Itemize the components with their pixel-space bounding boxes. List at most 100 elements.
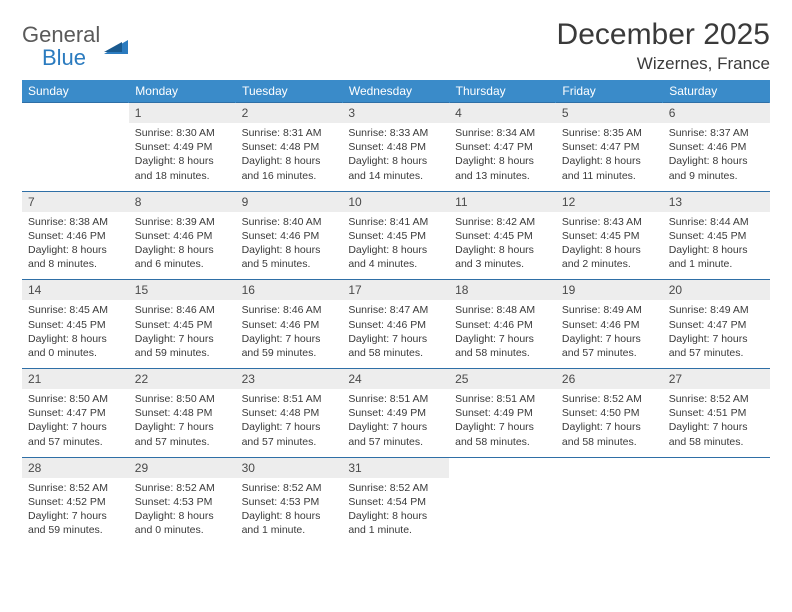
day-number: 15: [129, 280, 236, 301]
day-data-row: Sunrise: 8:45 AMSunset: 4:45 PMDaylight:…: [22, 300, 770, 368]
day-cell: Sunrise: 8:46 AMSunset: 4:45 PMDaylight:…: [129, 300, 236, 368]
day-number: 1: [129, 103, 236, 124]
day-data-row: Sunrise: 8:52 AMSunset: 4:52 PMDaylight:…: [22, 478, 770, 546]
day-cell: Sunrise: 8:50 AMSunset: 4:47 PMDaylight:…: [22, 389, 129, 457]
day-number: 4: [449, 103, 556, 124]
day-data-row: Sunrise: 8:30 AMSunset: 4:49 PMDaylight:…: [22, 123, 770, 191]
day-cell: Sunrise: 8:39 AMSunset: 4:46 PMDaylight:…: [129, 212, 236, 280]
day-number: 16: [236, 280, 343, 301]
location: Wizernes, France: [557, 54, 770, 74]
day-cell: Sunrise: 8:48 AMSunset: 4:46 PMDaylight:…: [449, 300, 556, 368]
day-number: 12: [556, 191, 663, 212]
day-cell: Sunrise: 8:51 AMSunset: 4:48 PMDaylight:…: [236, 389, 343, 457]
day-number-row: 28293031: [22, 457, 770, 478]
day-number: 30: [236, 457, 343, 478]
day-cell: Sunrise: 8:52 AMSunset: 4:53 PMDaylight:…: [129, 478, 236, 546]
calendar-body: 123456Sunrise: 8:30 AMSunset: 4:49 PMDay…: [22, 103, 770, 546]
day-data-blank: [22, 123, 129, 191]
day-cell: Sunrise: 8:46 AMSunset: 4:46 PMDaylight:…: [236, 300, 343, 368]
day-number-row: 123456: [22, 103, 770, 124]
weekday-header: Friday: [556, 80, 663, 103]
day-cell: Sunrise: 8:52 AMSunset: 4:53 PMDaylight:…: [236, 478, 343, 546]
day-cell: Sunrise: 8:35 AMSunset: 4:47 PMDaylight:…: [556, 123, 663, 191]
brand-flag-icon: [104, 36, 128, 59]
day-number: 17: [342, 280, 449, 301]
page: General Blue December 2025 Wizernes, Fra…: [0, 0, 792, 563]
day-number-row: 78910111213: [22, 191, 770, 212]
day-cell: Sunrise: 8:34 AMSunset: 4:47 PMDaylight:…: [449, 123, 556, 191]
day-number: 2: [236, 103, 343, 124]
title-block: December 2025 Wizernes, France: [557, 18, 770, 74]
day-data-blank: [556, 478, 663, 546]
header: General Blue December 2025 Wizernes, Fra…: [22, 18, 770, 74]
day-number: 26: [556, 369, 663, 390]
day-cell: Sunrise: 8:37 AMSunset: 4:46 PMDaylight:…: [663, 123, 770, 191]
day-cell: Sunrise: 8:31 AMSunset: 4:48 PMDaylight:…: [236, 123, 343, 191]
day-cell: Sunrise: 8:51 AMSunset: 4:49 PMDaylight:…: [449, 389, 556, 457]
day-number-row: 21222324252627: [22, 369, 770, 390]
day-number: 25: [449, 369, 556, 390]
day-cell: Sunrise: 8:49 AMSunset: 4:47 PMDaylight:…: [663, 300, 770, 368]
day-cell: Sunrise: 8:52 AMSunset: 4:51 PMDaylight:…: [663, 389, 770, 457]
day-cell: Sunrise: 8:50 AMSunset: 4:48 PMDaylight:…: [129, 389, 236, 457]
day-number: 20: [663, 280, 770, 301]
day-data-row: Sunrise: 8:38 AMSunset: 4:46 PMDaylight:…: [22, 212, 770, 280]
day-cell: Sunrise: 8:47 AMSunset: 4:46 PMDaylight:…: [342, 300, 449, 368]
day-number: 28: [22, 457, 129, 478]
weekday-header: Saturday: [663, 80, 770, 103]
day-number: 5: [556, 103, 663, 124]
day-number: 8: [129, 191, 236, 212]
day-cell: Sunrise: 8:33 AMSunset: 4:48 PMDaylight:…: [342, 123, 449, 191]
day-cell: Sunrise: 8:52 AMSunset: 4:52 PMDaylight:…: [22, 478, 129, 546]
day-cell: Sunrise: 8:41 AMSunset: 4:45 PMDaylight:…: [342, 212, 449, 280]
day-number: 19: [556, 280, 663, 301]
day-number-blank: [663, 457, 770, 478]
day-number-blank: [556, 457, 663, 478]
day-number: 27: [663, 369, 770, 390]
weekday-header: Monday: [129, 80, 236, 103]
day-number: 24: [342, 369, 449, 390]
day-number: 7: [22, 191, 129, 212]
day-cell: Sunrise: 8:30 AMSunset: 4:49 PMDaylight:…: [129, 123, 236, 191]
logo-text-block: General Blue: [22, 24, 100, 70]
brand-word2: Blue: [42, 45, 86, 70]
brand-logo: General Blue: [22, 18, 128, 70]
day-number: 22: [129, 369, 236, 390]
day-cell: Sunrise: 8:51 AMSunset: 4:49 PMDaylight:…: [342, 389, 449, 457]
day-cell: Sunrise: 8:44 AMSunset: 4:45 PMDaylight:…: [663, 212, 770, 280]
day-cell: Sunrise: 8:40 AMSunset: 4:46 PMDaylight:…: [236, 212, 343, 280]
weekday-header: Thursday: [449, 80, 556, 103]
day-cell: Sunrise: 8:38 AMSunset: 4:46 PMDaylight:…: [22, 212, 129, 280]
day-number: 21: [22, 369, 129, 390]
brand-word1: General: [22, 22, 100, 47]
day-number-blank: [22, 103, 129, 124]
day-data-row: Sunrise: 8:50 AMSunset: 4:47 PMDaylight:…: [22, 389, 770, 457]
day-number: 11: [449, 191, 556, 212]
day-cell: Sunrise: 8:52 AMSunset: 4:54 PMDaylight:…: [342, 478, 449, 546]
month-title: December 2025: [557, 18, 770, 52]
weekday-header-row: SundayMondayTuesdayWednesdayThursdayFrid…: [22, 80, 770, 103]
day-number: 10: [342, 191, 449, 212]
calendar-table: SundayMondayTuesdayWednesdayThursdayFrid…: [22, 80, 770, 545]
day-number: 29: [129, 457, 236, 478]
day-number: 18: [449, 280, 556, 301]
day-cell: Sunrise: 8:42 AMSunset: 4:45 PMDaylight:…: [449, 212, 556, 280]
day-number: 9: [236, 191, 343, 212]
day-number-row: 14151617181920: [22, 280, 770, 301]
day-number: 13: [663, 191, 770, 212]
day-cell: Sunrise: 8:45 AMSunset: 4:45 PMDaylight:…: [22, 300, 129, 368]
day-number: 3: [342, 103, 449, 124]
day-number: 31: [342, 457, 449, 478]
day-number: 14: [22, 280, 129, 301]
day-cell: Sunrise: 8:52 AMSunset: 4:50 PMDaylight:…: [556, 389, 663, 457]
weekday-header: Tuesday: [236, 80, 343, 103]
day-number-blank: [449, 457, 556, 478]
day-data-blank: [663, 478, 770, 546]
day-cell: Sunrise: 8:49 AMSunset: 4:46 PMDaylight:…: [556, 300, 663, 368]
day-data-blank: [449, 478, 556, 546]
weekday-header: Sunday: [22, 80, 129, 103]
day-number: 23: [236, 369, 343, 390]
day-number: 6: [663, 103, 770, 124]
day-cell: Sunrise: 8:43 AMSunset: 4:45 PMDaylight:…: [556, 212, 663, 280]
weekday-header: Wednesday: [342, 80, 449, 103]
